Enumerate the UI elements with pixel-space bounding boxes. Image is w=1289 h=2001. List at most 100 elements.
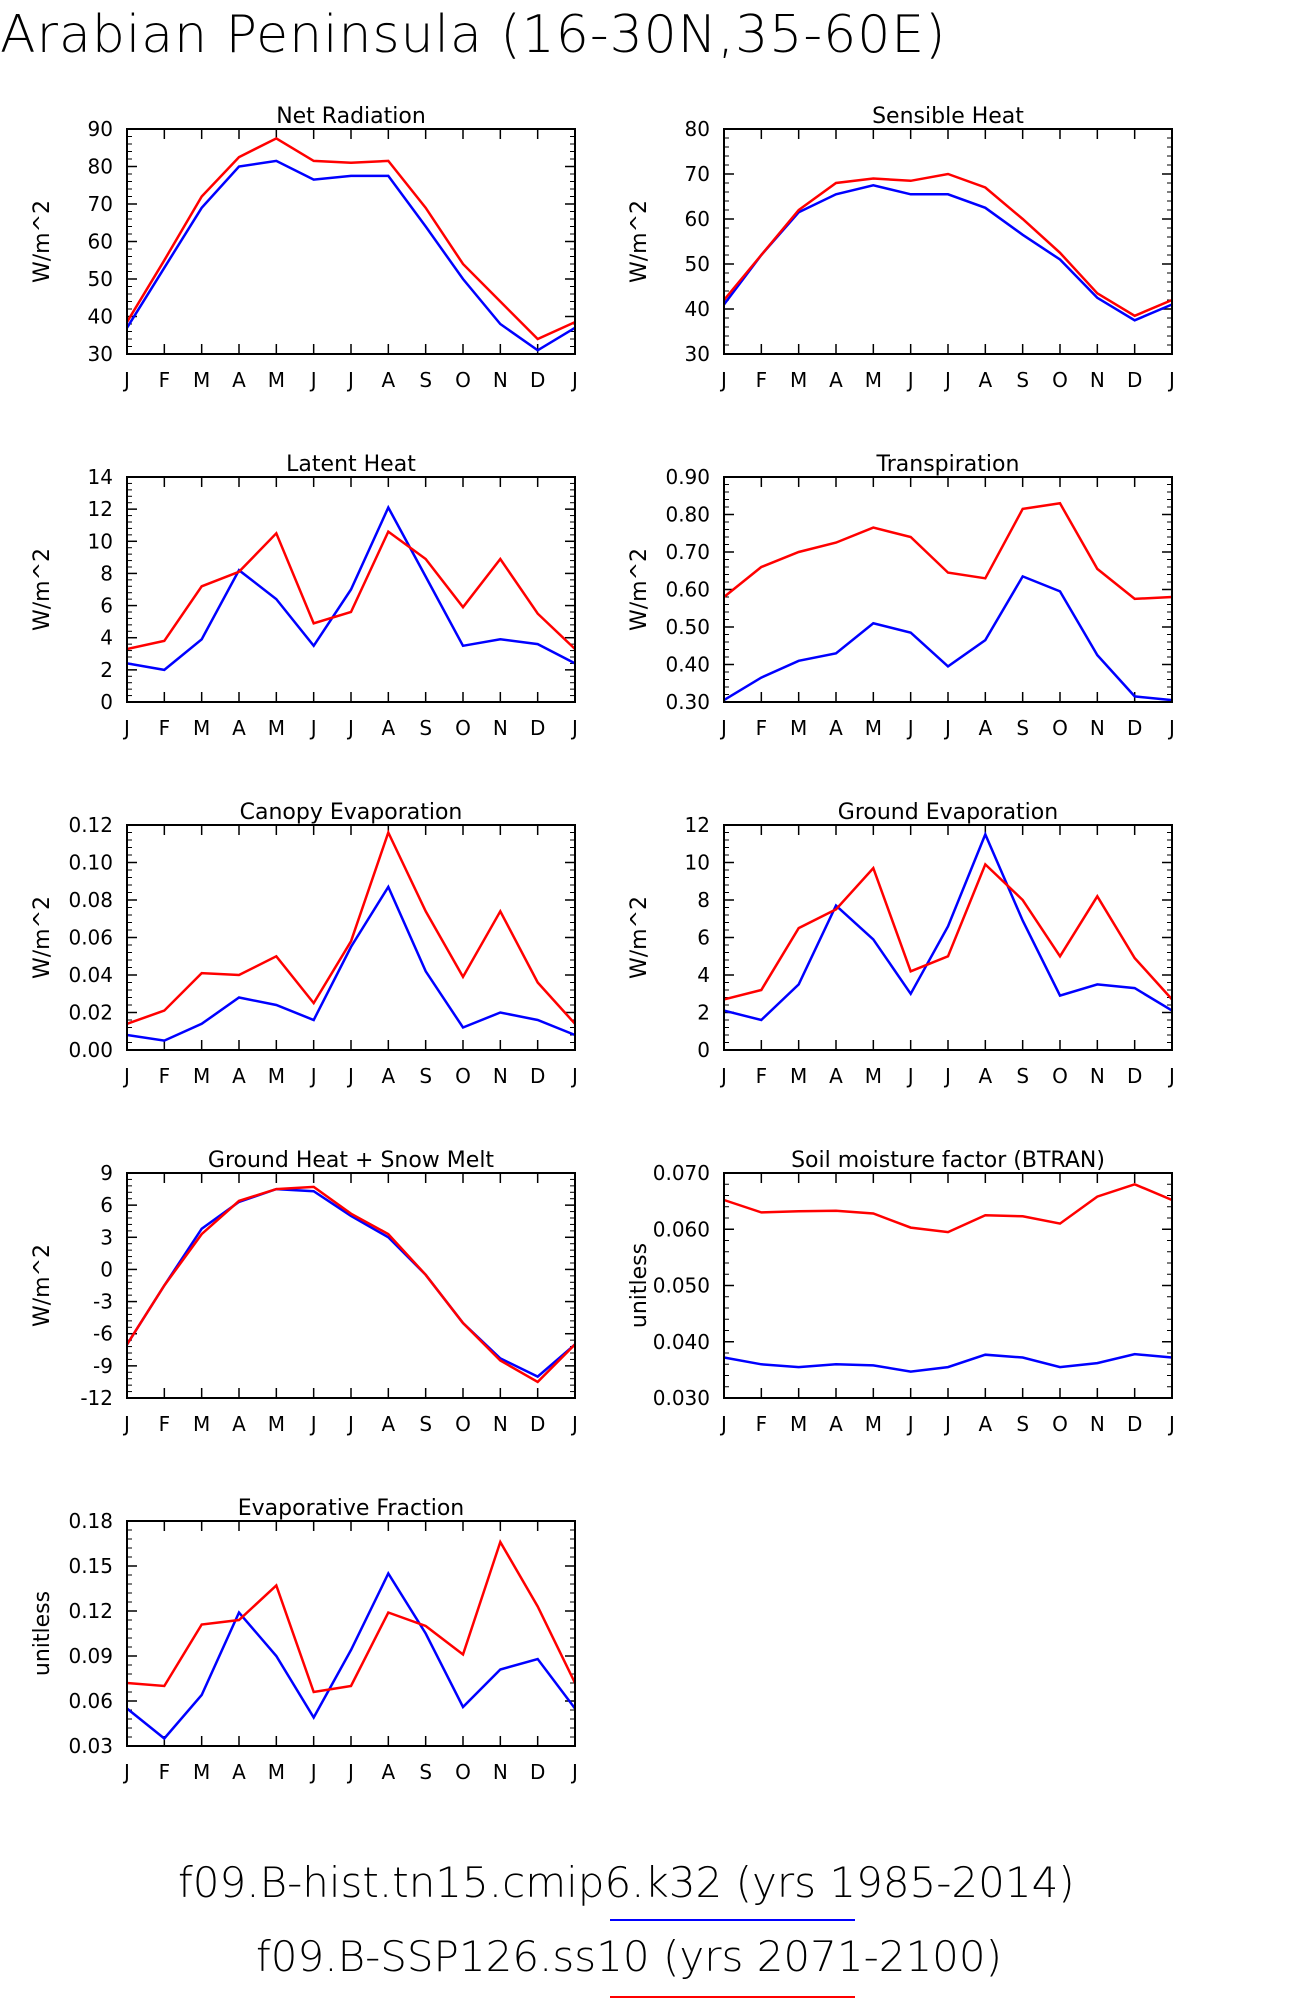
x-tick-label: J (570, 368, 578, 392)
y-tick-label: 0.15 (68, 1554, 113, 1578)
series-line-ssp126 (723, 501, 1173, 601)
x-tick-label: N (493, 1412, 508, 1436)
x-tick-label: D (1127, 368, 1142, 392)
y-tick-label: 0.60 (665, 578, 710, 602)
x-tick-label: J (346, 1064, 354, 1088)
x-tick-label: J (346, 716, 354, 740)
x-tick-label: J (570, 1064, 578, 1088)
x-tick-label: J (122, 716, 130, 740)
y-tick-label: 12 (685, 813, 710, 837)
y-tick-label: 10 (88, 529, 113, 553)
series-line-hist (125, 159, 576, 352)
x-tick-label: N (1090, 1064, 1105, 1088)
x-tick-label: M (268, 1064, 285, 1088)
series-line-ssp126 (125, 136, 576, 341)
legend: f09.B-hist.tn15.cmip6.k32 (yrs 1985-2014… (178, 1858, 1075, 1998)
legend-label-ssp126: f09.B-SSP126.ss10 (yrs 2071-2100) (256, 1932, 1002, 1981)
y-tick-label: 40 (88, 305, 113, 329)
y-tick-label: 60 (685, 207, 710, 231)
x-tick-label: A (978, 716, 992, 740)
x-tick-label: N (1090, 1412, 1105, 1436)
x-tick-label: J (570, 1760, 578, 1784)
y-axis-label: W/m^2 (627, 200, 652, 283)
y-tick-label: 50 (685, 252, 710, 276)
x-tick-label: A (829, 368, 843, 392)
panel-title: Transpiration (876, 452, 1020, 477)
x-tick-label: A (381, 1064, 395, 1088)
x-tick-label: D (1127, 1064, 1142, 1088)
x-tick-label: A (381, 1760, 395, 1784)
x-tick-label: D (530, 716, 545, 740)
x-tick-label: J (943, 368, 951, 392)
series-line-ssp126 (125, 1185, 576, 1384)
plot-frame (723, 476, 1173, 703)
x-tick-label: N (493, 716, 508, 740)
x-tick-label: N (493, 368, 508, 392)
x-tick-label: M (268, 716, 285, 740)
x-tick-label: M (268, 1760, 285, 1784)
y-tick-label: 0.00 (68, 1038, 113, 1062)
x-tick-label: M (790, 1064, 807, 1088)
x-tick-label: M (865, 368, 882, 392)
y-tick-label: 6 (100, 594, 113, 618)
y-tick-label: 0.90 (665, 465, 710, 489)
x-tick-label: A (232, 368, 246, 392)
x-tick-label: N (1090, 716, 1105, 740)
panel-title: Ground Evaporation (838, 800, 1058, 825)
panel-title: Latent Heat (286, 452, 416, 477)
x-tick-label: F (159, 1064, 171, 1088)
x-tick-label: J (570, 716, 578, 740)
y-tick-label: 0.06 (68, 926, 113, 950)
y-axis-label: W/m^2 (30, 896, 55, 979)
series-line-hist (723, 1352, 1173, 1373)
y-tick-label: 0.12 (68, 813, 113, 837)
x-tick-label: J (1167, 368, 1175, 392)
x-tick-label: O (1052, 1064, 1068, 1088)
x-tick-label: A (232, 716, 246, 740)
series-line-hist (126, 884, 576, 1042)
y-tick-label: 0.30 (665, 690, 710, 714)
x-tick-label: M (193, 1412, 210, 1436)
x-tick-label: S (1016, 368, 1029, 392)
y-tick-label: 0.50 (665, 615, 710, 639)
y-tick-label: 80 (88, 155, 113, 179)
x-tick-label: J (906, 1064, 914, 1088)
y-tick-label: 0 (100, 1257, 113, 1281)
x-tick-label: J (906, 368, 914, 392)
x-tick-label: S (419, 368, 432, 392)
x-tick-label: J (1167, 1412, 1175, 1436)
x-tick-label: J (1167, 1064, 1175, 1088)
y-tick-label: 0 (100, 690, 113, 714)
y-tick-label: 0.050 (653, 1274, 710, 1298)
x-tick-label: F (756, 716, 768, 740)
x-tick-label: S (419, 1760, 432, 1784)
y-tick-label: 30 (88, 342, 113, 366)
x-tick-label: D (1127, 716, 1142, 740)
x-tick-label: A (381, 716, 395, 740)
x-tick-label: S (1016, 1412, 1029, 1436)
x-tick-label: M (268, 368, 285, 392)
x-tick-label: J (943, 716, 951, 740)
x-tick-label: M (865, 1064, 882, 1088)
x-tick-label: J (309, 1064, 317, 1088)
x-tick-label: S (1016, 716, 1029, 740)
y-tick-label: 80 (685, 117, 710, 141)
x-tick-label: S (1016, 1064, 1029, 1088)
y-tick-label: -12 (80, 1386, 113, 1410)
x-tick-label: J (346, 1760, 354, 1784)
y-tick-label: 0.70 (665, 540, 710, 564)
panel-title: Net Radiation (276, 104, 426, 129)
x-tick-label: O (1052, 716, 1068, 740)
series-line-ssp126 (126, 529, 576, 651)
x-tick-label: A (232, 1760, 246, 1784)
y-tick-label: 0.040 (653, 1330, 710, 1354)
x-tick-label: F (159, 1760, 171, 1784)
x-tick-label: J (906, 716, 914, 740)
x-tick-label: N (493, 1064, 508, 1088)
x-tick-label: M (193, 368, 210, 392)
y-tick-label: 12 (88, 497, 113, 521)
y-tick-label: 70 (88, 192, 113, 216)
y-tick-label: 9 (100, 1161, 113, 1185)
